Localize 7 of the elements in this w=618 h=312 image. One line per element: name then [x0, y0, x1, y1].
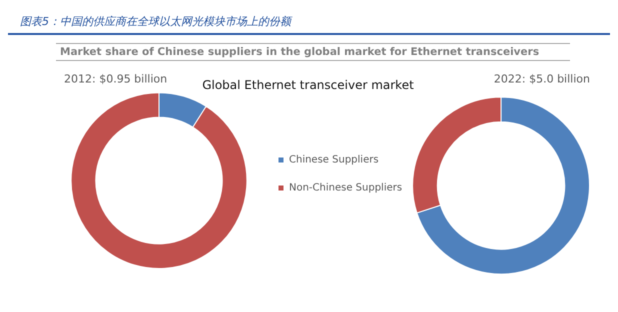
text: 图表5：中国的供应商在全球以太网光模块市场上的份额 [8, 8, 610, 35]
text: Market share of Chinese suppliers in the global market for Ethernet transceivers [56, 43, 570, 61]
chart-title: 2022: $5.0 billion [494, 72, 590, 86]
legend-label: Chinese Suppliers [289, 154, 379, 166]
text: Global Ethernet transceiver market [201, 78, 415, 92]
legend-label: Non-Chinese Suppliers [289, 182, 402, 194]
chart-title: 2012: $0.95 billion [64, 72, 168, 86]
